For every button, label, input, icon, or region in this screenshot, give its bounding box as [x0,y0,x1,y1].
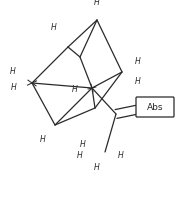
Text: H: H [10,68,16,76]
FancyBboxPatch shape [136,97,174,117]
Text: H: H [118,151,124,160]
Text: H: H [11,82,17,92]
Text: Abs: Abs [147,102,163,112]
Text: H: H [94,163,100,172]
Text: H: H [135,58,141,67]
Text: H: H [77,151,83,160]
Text: H: H [80,140,86,149]
Text: H: H [94,0,100,7]
Text: H: H [72,85,78,94]
Text: H: H [135,78,141,86]
Text: H: H [40,135,46,144]
Text: H: H [51,22,57,31]
